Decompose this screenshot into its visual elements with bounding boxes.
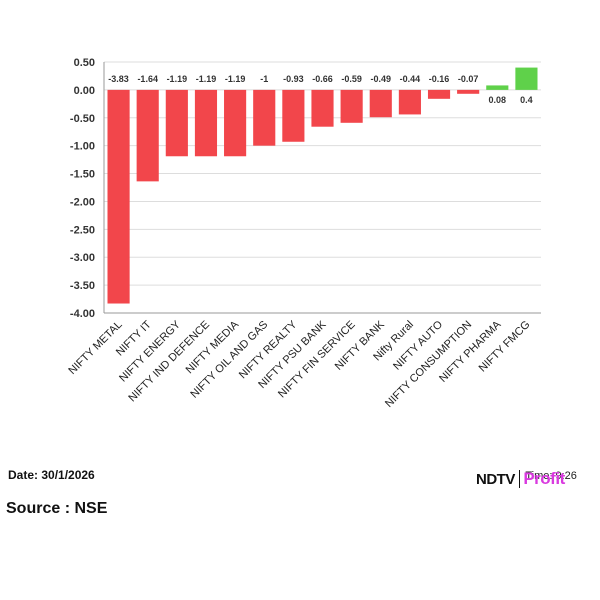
- y-tick-label: -1.00: [70, 141, 95, 153]
- data-label: -0.59: [341, 74, 362, 84]
- bar: [486, 85, 509, 90]
- data-label: -1.19: [225, 74, 246, 84]
- bar: [457, 89, 480, 94]
- bar: [340, 89, 363, 123]
- data-label: -1.19: [167, 74, 188, 84]
- bar: [311, 89, 334, 127]
- date-label: Date: 30/1/2026: [8, 468, 95, 482]
- bar: [282, 89, 305, 142]
- logo-separator: [518, 470, 521, 488]
- data-label: 0.4: [520, 95, 533, 105]
- bar: [194, 89, 218, 157]
- data-label: -1.19: [196, 74, 217, 84]
- data-label: 0.08: [489, 95, 507, 105]
- data-label: -0.16: [429, 74, 450, 84]
- ndtv-profit-logo: NDTV Time: 9:26 Profit: [476, 468, 577, 490]
- data-label: -0.07: [458, 74, 479, 84]
- bar: [253, 89, 276, 146]
- y-tick-label: -0.50: [70, 113, 95, 125]
- bar: [165, 89, 188, 157]
- y-tick-label: -3.50: [70, 280, 95, 292]
- data-label: -3.83: [108, 74, 129, 84]
- y-tick-label: -2.00: [70, 196, 95, 208]
- y-tick-label: 0.00: [74, 85, 95, 97]
- data-label: -1.64: [137, 74, 158, 84]
- category-label: NIFTY FMCG: [477, 319, 533, 375]
- data-label: -0.66: [312, 74, 333, 84]
- logo-ndtv-text: NDTV: [476, 470, 515, 488]
- bar: [427, 89, 451, 99]
- logo-profit-text: Profit: [523, 469, 565, 488]
- bar: [398, 89, 421, 115]
- bar: [107, 89, 130, 304]
- data-label: -0.44: [400, 74, 421, 84]
- data-label: -0.93: [283, 74, 304, 84]
- y-tick-label: -3.00: [70, 252, 95, 264]
- bar: [224, 89, 247, 157]
- y-tick-label: -4.00: [70, 308, 95, 320]
- y-tick-label: -1.50: [70, 169, 95, 181]
- bar: [515, 67, 538, 90]
- bar: [136, 89, 159, 182]
- source-label: Source : NSE: [6, 500, 108, 517]
- bar: [369, 89, 392, 118]
- time-label: Time: 9:26: [525, 470, 577, 482]
- data-label: -1: [260, 74, 268, 84]
- y-tick-label: -2.50: [70, 224, 95, 236]
- y-tick-label: 0.50: [74, 57, 95, 69]
- data-label: -0.49: [371, 74, 392, 84]
- bar-chart: 0.50 0.00 -0.50 -1.00 -1.50 -2.00 -2.50 -3.00 -3…: [66, 57, 541, 410]
